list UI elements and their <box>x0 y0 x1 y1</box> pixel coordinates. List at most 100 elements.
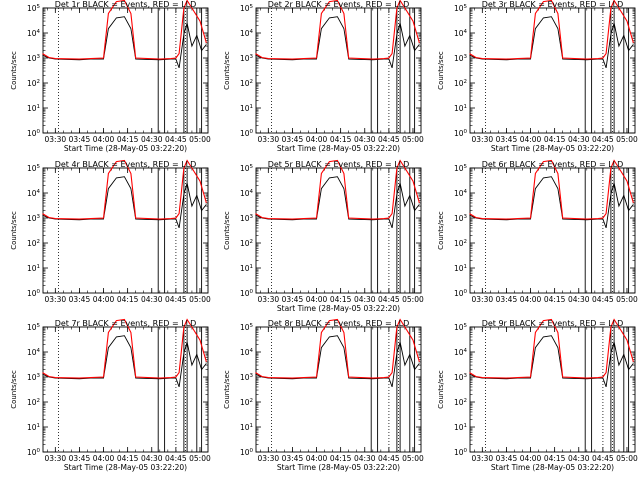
x-tick-label: 04:15 <box>544 295 566 304</box>
x-tick-label: 04:15 <box>330 135 352 144</box>
y-axis-label: Counts/sec <box>437 211 445 250</box>
y-tick-label: 105 <box>454 323 468 332</box>
y-tick-label: 105 <box>454 164 468 173</box>
y-tick-label: 101 <box>454 104 467 113</box>
y-tick-label: 104 <box>454 29 468 38</box>
x-tick-label: 04:30 <box>141 135 163 144</box>
plot-frame <box>255 167 422 294</box>
series-lld-line <box>42 159 207 220</box>
x-tick-label: 04:30 <box>568 135 590 144</box>
series-lld-line <box>42 318 207 379</box>
x-tick-label: 04:00 <box>306 454 328 463</box>
panel-title: Det 4r BLACK = Events, RED = LLD <box>55 160 197 169</box>
x-tick-label: 04:15 <box>544 135 566 144</box>
panel-title: Det 5r BLACK = Events, RED = LLD <box>268 160 410 169</box>
y-tick-label: 100 <box>454 289 468 298</box>
x-tick-label: 04:30 <box>354 454 376 463</box>
y-tick-label: 100 <box>240 289 254 298</box>
series-events-line <box>255 176 420 229</box>
x-tick-label: 04:15 <box>330 454 352 463</box>
y-tick-label: 103 <box>240 54 254 63</box>
x-tick-label: 05:00 <box>616 295 638 304</box>
y-tick-label: 104 <box>27 189 41 198</box>
y-tick-label: 105 <box>240 4 254 13</box>
y-tick-label: 104 <box>27 29 41 38</box>
plot-frame <box>255 326 422 453</box>
x-tick-label: 04:15 <box>330 295 352 304</box>
y-tick-label: 103 <box>454 54 468 63</box>
x-tick-label: 05:00 <box>402 454 424 463</box>
x-tick-label: 03:30 <box>258 454 280 463</box>
x-tick-label: 05:00 <box>616 135 638 144</box>
x-tick-label: 04:15 <box>544 454 566 463</box>
y-tick-label: 100 <box>240 448 254 457</box>
x-axis-label: Start Time (28-May-05 03:22:20) <box>277 304 400 313</box>
x-tick-label: 03:30 <box>45 135 67 144</box>
x-tick-label: 05:00 <box>616 454 638 463</box>
series-events-line <box>255 335 420 388</box>
x-axis-label: Start Time (28-May-05 03:22:20) <box>491 463 614 472</box>
y-tick-label: 102 <box>240 398 253 407</box>
x-tick-label: 05:00 <box>189 454 211 463</box>
x-tick-label: 03:45 <box>282 295 304 304</box>
x-axis-label: Start Time (28-May-05 03:22:20) <box>277 463 400 472</box>
y-tick-label: 102 <box>240 79 253 88</box>
plot-frame <box>42 326 209 453</box>
y-tick-label: 100 <box>27 289 41 298</box>
x-axis-label: Start Time (28-May-05 03:22:20) <box>64 144 187 153</box>
series-events-line <box>469 176 634 229</box>
x-tick-label: 04:15 <box>117 135 139 144</box>
y-axis-label: Counts/sec <box>223 211 231 250</box>
x-tick-label: 03:30 <box>45 295 67 304</box>
y-tick-label: 104 <box>454 189 468 198</box>
x-axis-label: Start Time (28-May-05 03:22:20) <box>64 463 187 472</box>
x-tick-label: 03:30 <box>258 135 280 144</box>
x-tick-label: 04:30 <box>568 295 590 304</box>
y-tick-label: 103 <box>454 214 468 223</box>
x-tick-label: 05:00 <box>189 295 211 304</box>
x-tick-label: 03:45 <box>282 454 304 463</box>
x-tick-label: 04:45 <box>165 454 187 463</box>
x-tick-label: 04:45 <box>378 454 400 463</box>
y-tick-label: 104 <box>240 348 254 357</box>
y-tick-label: 101 <box>240 264 253 273</box>
panel-title: Det 8r BLACK = Events, RED = LLD <box>268 319 410 328</box>
series-lld-line <box>255 318 420 379</box>
y-axis-label: Counts/sec <box>223 370 231 409</box>
y-tick-label: 103 <box>454 373 468 382</box>
x-tick-label: 03:45 <box>69 295 91 304</box>
series-events-line <box>42 176 207 229</box>
plot-frame <box>42 7 209 134</box>
panel-title: Det 9r BLACK = Events, RED = LLD <box>482 319 624 328</box>
x-tick-label: 04:00 <box>93 454 115 463</box>
x-tick-label: 03:30 <box>258 295 280 304</box>
y-tick-label: 100 <box>27 129 41 138</box>
x-tick-label: 03:45 <box>282 135 304 144</box>
x-tick-label: 05:00 <box>402 295 424 304</box>
x-tick-label: 04:00 <box>306 135 328 144</box>
y-tick-label: 100 <box>454 129 468 138</box>
y-tick-label: 101 <box>454 423 467 432</box>
y-tick-label: 102 <box>27 79 40 88</box>
series-lld-line <box>42 0 207 60</box>
series-events-line <box>469 16 634 69</box>
x-tick-label: 04:00 <box>306 295 328 304</box>
x-tick-label: 03:45 <box>69 454 91 463</box>
y-axis-label: Counts/sec <box>437 370 445 409</box>
panel-title: Det 3r BLACK = Events, RED = LLD <box>482 0 624 9</box>
x-tick-label: 04:45 <box>592 135 614 144</box>
y-tick-label: 100 <box>454 448 468 457</box>
x-tick-label: 04:00 <box>520 454 542 463</box>
y-tick-label: 103 <box>27 214 41 223</box>
plot-frame <box>42 167 209 294</box>
x-tick-label: 04:00 <box>93 295 115 304</box>
y-tick-label: 104 <box>454 348 468 357</box>
x-tick-label: 04:15 <box>117 454 139 463</box>
series-events-line <box>255 16 420 69</box>
plot-frame <box>255 7 422 134</box>
y-tick-label: 101 <box>240 423 253 432</box>
y-tick-label: 104 <box>240 29 254 38</box>
